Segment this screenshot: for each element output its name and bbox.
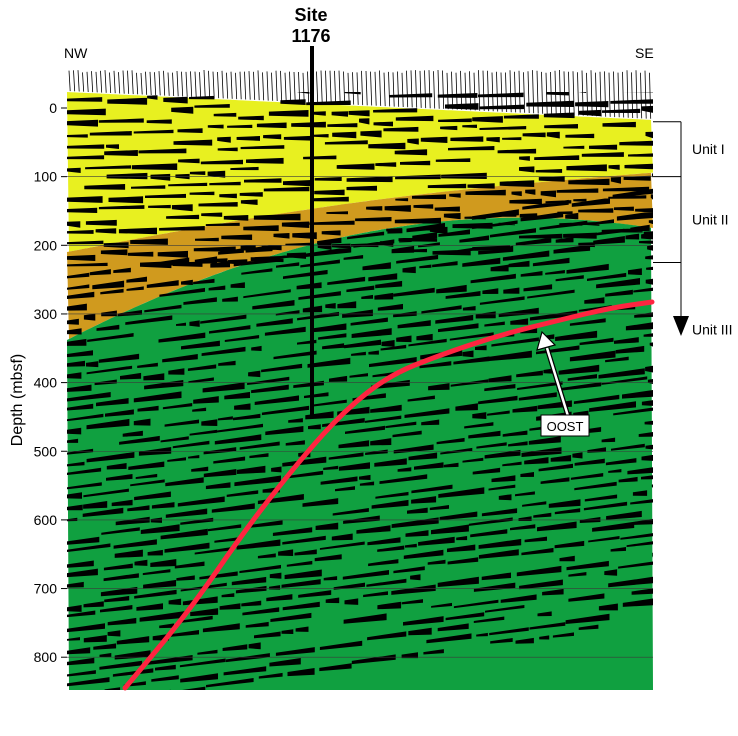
depth-tick-label: 400 <box>34 375 58 391</box>
unit-label-2: Unit II <box>692 212 729 228</box>
depth-tick-label: 500 <box>34 443 58 459</box>
depth-tick-label: 200 <box>34 237 58 253</box>
trace-header <box>68 69 652 119</box>
depth-tick-label: 100 <box>34 169 58 185</box>
unit-bracket: Unit I Unit II Unit III <box>653 121 732 337</box>
depth-axis-label: Depth (mbsf) <box>9 354 26 446</box>
direction-se-label: SE <box>635 45 654 61</box>
oost-line <box>122 299 655 691</box>
depth-tick-label: 0 <box>49 100 57 116</box>
unit-label-1: Unit I <box>692 141 725 157</box>
oost-arrow <box>536 330 571 417</box>
depth-axis: 0 100 200 300 400 500 600 700 800 <box>34 100 67 665</box>
depth-tick-label: 700 <box>34 581 58 597</box>
site-label-line1: Site <box>294 5 327 25</box>
depth-tick-label: 600 <box>34 512 58 528</box>
oost-label-box <box>540 414 590 437</box>
site-label-line2: 1176 <box>291 26 330 46</box>
unit-label-3: Unit III <box>692 321 732 337</box>
unit1-layer <box>67 92 653 252</box>
depth-tick-label: 800 <box>34 649 58 665</box>
direction-nw-label: NW <box>64 45 88 61</box>
oost-label: OOST <box>547 419 584 434</box>
depth-tick-label: 300 <box>34 306 58 322</box>
seismic-reflectors <box>67 92 653 690</box>
seismic-section <box>67 92 653 690</box>
unit-arrow-head <box>673 315 689 336</box>
